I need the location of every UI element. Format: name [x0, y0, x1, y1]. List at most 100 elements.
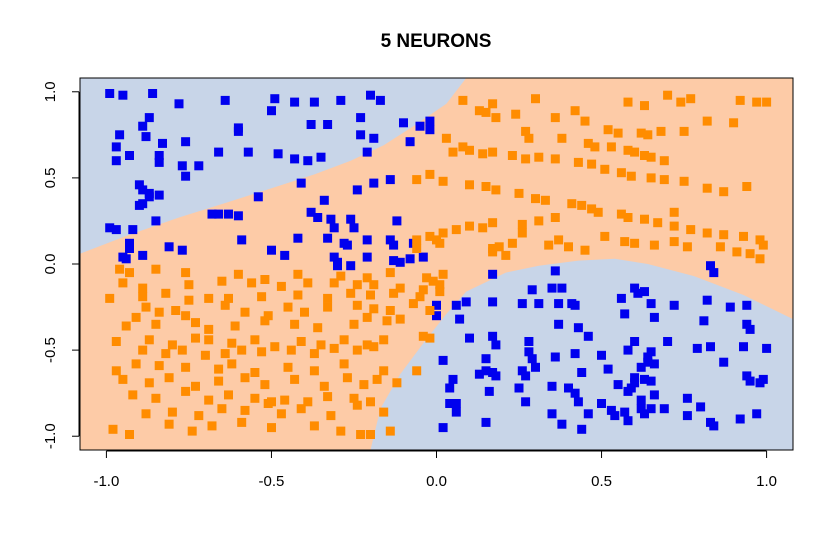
data-point	[148, 89, 158, 98]
data-point	[573, 397, 583, 407]
data-point	[461, 297, 471, 307]
data-point	[257, 292, 267, 302]
data-point	[220, 95, 230, 105]
data-point	[283, 362, 293, 372]
data-point	[125, 151, 134, 160]
data-point	[356, 130, 366, 140]
data-point	[762, 97, 772, 107]
data-point	[422, 273, 432, 283]
data-point	[366, 397, 375, 407]
data-point	[283, 302, 293, 312]
data-point	[237, 417, 247, 427]
data-point	[540, 195, 550, 205]
data-point	[134, 200, 144, 210]
data-point	[405, 137, 415, 147]
data-point	[557, 133, 567, 143]
data-point	[204, 293, 214, 303]
data-point	[303, 156, 313, 166]
data-point	[715, 242, 725, 252]
data-point	[573, 323, 583, 333]
data-point	[524, 337, 534, 346]
data-point	[646, 173, 656, 183]
data-point	[111, 142, 121, 152]
data-point	[603, 364, 613, 374]
data-point	[633, 288, 643, 298]
data-point	[514, 383, 524, 393]
data-point	[412, 235, 422, 245]
data-point	[682, 411, 692, 421]
data-point	[336, 271, 346, 281]
data-point	[550, 213, 560, 222]
data-point	[636, 404, 646, 414]
data-point	[257, 347, 267, 357]
data-point	[177, 161, 187, 171]
data-point	[194, 411, 204, 421]
data-point	[550, 113, 560, 123]
data-point	[702, 228, 712, 238]
data-point	[154, 157, 164, 167]
data-point	[630, 147, 640, 157]
data-point	[164, 242, 174, 252]
data-point	[293, 290, 303, 300]
data-point	[385, 306, 395, 315]
data-point	[564, 383, 573, 393]
data-point	[290, 97, 300, 107]
data-point	[478, 223, 488, 233]
data-point	[630, 283, 640, 293]
data-point	[141, 409, 151, 419]
data-point	[220, 349, 230, 359]
data-point	[181, 386, 191, 396]
data-point	[319, 195, 329, 205]
data-point	[524, 133, 534, 143]
data-point	[719, 230, 729, 240]
data-point	[382, 316, 392, 326]
data-point	[214, 209, 224, 219]
data-point	[640, 287, 649, 297]
data-point	[270, 94, 280, 104]
data-point	[729, 118, 739, 128]
data-point	[339, 359, 349, 369]
data-point	[230, 321, 240, 331]
data-point	[739, 342, 748, 352]
data-point	[745, 376, 755, 386]
data-point	[309, 421, 319, 431]
data-point	[336, 95, 346, 105]
data-point	[329, 278, 339, 288]
data-point	[583, 331, 593, 341]
data-point	[158, 138, 167, 148]
data-point	[144, 192, 154, 202]
data-point	[352, 300, 362, 310]
data-point	[752, 97, 762, 107]
data-point	[531, 362, 540, 372]
data-point	[524, 347, 534, 357]
data-points	[105, 89, 772, 439]
data-point	[273, 149, 283, 159]
data-point	[676, 97, 686, 107]
data-point	[220, 300, 230, 310]
data-point	[534, 216, 544, 226]
data-point	[646, 404, 656, 414]
data-point	[217, 404, 227, 414]
data-point	[151, 393, 161, 403]
data-point	[646, 347, 656, 357]
data-point	[646, 299, 656, 309]
data-point	[458, 142, 468, 152]
data-point	[488, 331, 498, 341]
data-point	[349, 319, 359, 329]
data-point	[309, 349, 319, 359]
data-point	[425, 125, 435, 135]
data-point	[326, 214, 336, 224]
data-point	[554, 319, 564, 329]
data-point	[389, 240, 399, 250]
data-point	[128, 390, 138, 400]
data-point	[481, 417, 491, 427]
data-point	[187, 426, 197, 436]
data-point	[517, 228, 527, 238]
data-point	[649, 312, 659, 322]
data-point	[267, 106, 276, 116]
data-point	[451, 407, 461, 417]
data-point	[725, 302, 735, 312]
data-point	[425, 231, 435, 241]
data-point	[385, 426, 395, 436]
data-point	[250, 335, 260, 345]
